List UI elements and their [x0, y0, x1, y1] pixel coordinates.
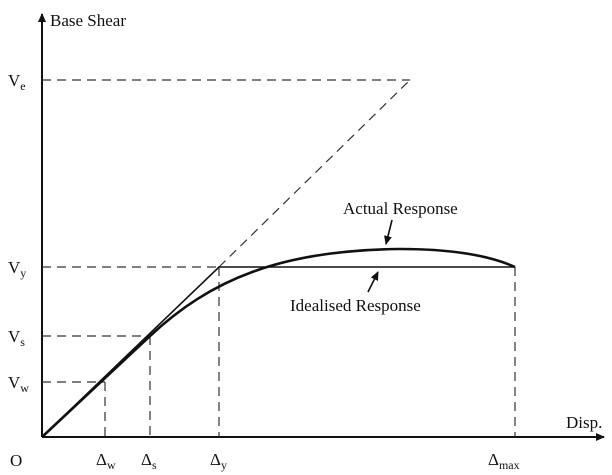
- x-axis-label: Disp.: [566, 413, 602, 432]
- level-guides: [42, 79, 410, 383]
- y-level-label: Vy: [8, 258, 26, 280]
- x-level-label: Δw: [96, 450, 116, 472]
- y-axis-label: Base Shear: [50, 11, 126, 30]
- elastic-line: [218, 79, 411, 268]
- x-level-label: Δs: [141, 450, 157, 472]
- idealised-curve: [41, 266, 515, 438]
- y-level-label: Vw: [8, 373, 29, 395]
- idealised-arrow: [367, 271, 379, 293]
- actual-curve: [41, 247, 516, 438]
- idealised-label: Idealised Response: [290, 296, 421, 315]
- disp-guides: [104, 267, 516, 437]
- actual-arrow: [384, 219, 393, 245]
- actual-label: Actual Response: [343, 199, 458, 218]
- origin-label: O: [10, 451, 22, 470]
- x-level-label: Δy: [210, 450, 227, 472]
- x-level-label: Δmax: [488, 450, 520, 472]
- y-level-label: Ve: [8, 71, 26, 93]
- y-level-label: Vs: [8, 327, 25, 349]
